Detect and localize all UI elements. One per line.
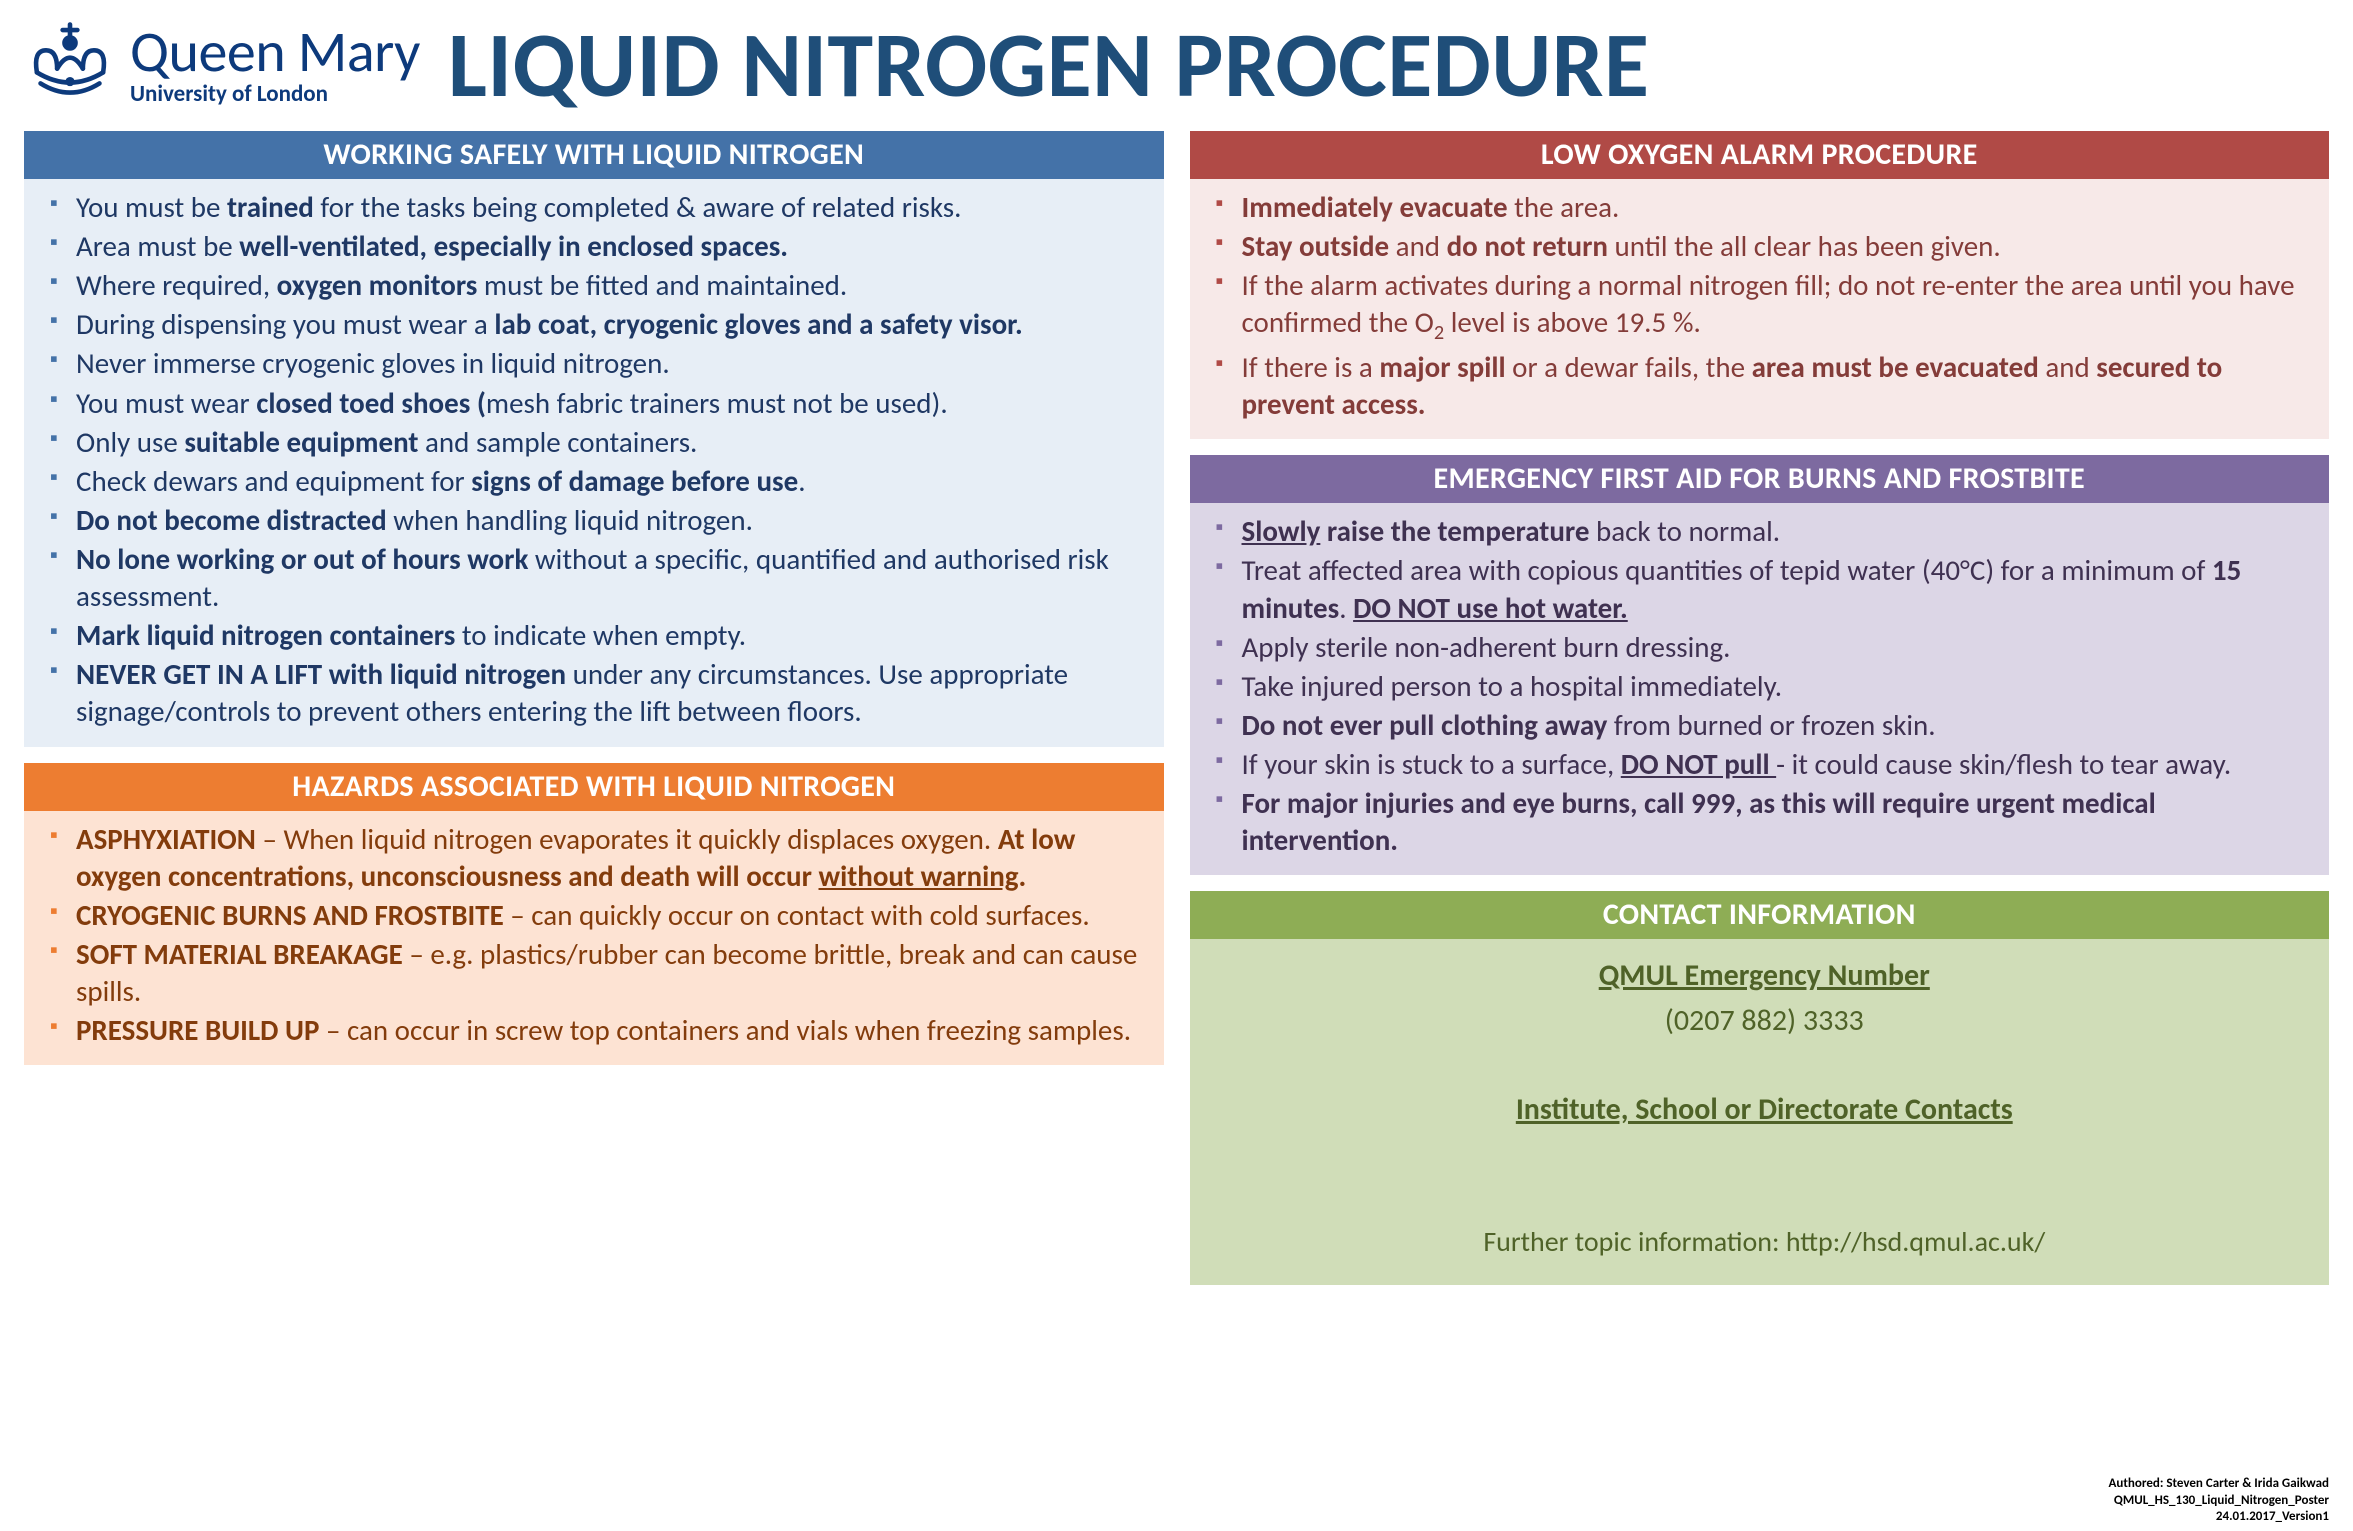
list-item: If the alarm activates during a normal n… bbox=[1214, 267, 2316, 347]
list-item: If there is a major spill or a dewar fai… bbox=[1214, 349, 2316, 423]
list-item: Treat affected area with copious quantit… bbox=[1214, 552, 2316, 626]
list-item: If your skin is stuck to a surface, DO N… bbox=[1214, 746, 2316, 783]
emergency-number: (0207 882) 3333 bbox=[1214, 1002, 2316, 1039]
item-list: Immediately evacuate the area.Stay outsi… bbox=[1214, 189, 2316, 423]
panel-hazards: HAZARDS ASSOCIATED WITH LIQUID NITROGEN … bbox=[24, 763, 1164, 1066]
panel-header: LOW OXYGEN ALARM PROCEDURE bbox=[1190, 131, 2330, 179]
list-item: Stay outside and do not return until the… bbox=[1214, 228, 2316, 265]
panel-body: QMUL Emergency Number (0207 882) 3333 In… bbox=[1190, 939, 2330, 1285]
meta-version: 24.01.2017_Version1 bbox=[2109, 1509, 2329, 1525]
list-item: Area must be well-ventilated, especially… bbox=[48, 228, 1150, 265]
institute-contacts: Institute, School or Directorate Contact… bbox=[1214, 1091, 2316, 1128]
panel-low-oxygen-alarm: LOW OXYGEN ALARM PROCEDURE Immediately e… bbox=[1190, 131, 2330, 439]
list-item: PRESSURE BUILD UP – can occur in screw t… bbox=[48, 1012, 1150, 1049]
document-meta: Authored: Steven Carter & Irida Gaikwad … bbox=[2109, 1476, 2329, 1525]
list-item: You must wear closed toed shoes (mesh fa… bbox=[48, 385, 1150, 422]
item-list: You must be trained for the tasks being … bbox=[48, 189, 1150, 731]
panel-body: Slowly raise the temperature back to nor… bbox=[1190, 503, 2330, 875]
left-column: WORKING SAFELY WITH LIQUID NITROGEN You … bbox=[24, 131, 1164, 1285]
list-item: Immediately evacuate the area. bbox=[1214, 189, 2316, 226]
logo-main-text: Queen Mary bbox=[130, 23, 420, 81]
page-header: Queen Mary University of London LIQUID N… bbox=[24, 8, 2329, 121]
list-item: Apply sterile non-adherent burn dressing… bbox=[1214, 629, 2316, 666]
panel-first-aid: EMERGENCY FIRST AID FOR BURNS AND FROSTB… bbox=[1190, 455, 2330, 875]
panel-contact: CONTACT INFORMATION QMUL Emergency Numbe… bbox=[1190, 891, 2330, 1285]
panel-header: HAZARDS ASSOCIATED WITH LIQUID NITROGEN bbox=[24, 763, 1164, 811]
list-item: CRYOGENIC BURNS AND FROSTBITE – can quic… bbox=[48, 897, 1150, 934]
list-item: Where required, oxygen monitors must be … bbox=[48, 267, 1150, 304]
list-item: Mark liquid nitrogen containers to indic… bbox=[48, 617, 1150, 654]
list-item: No lone working or out of hours work wit… bbox=[48, 541, 1150, 615]
emergency-label: QMUL Emergency Number bbox=[1214, 957, 2316, 994]
list-item: Check dewars and equipment for signs of … bbox=[48, 463, 1150, 500]
panel-body: ASPHYXIATION – When liquid nitrogen evap… bbox=[24, 811, 1164, 1066]
item-list: ASPHYXIATION – When liquid nitrogen evap… bbox=[48, 821, 1150, 1050]
panel-working-safely: WORKING SAFELY WITH LIQUID NITROGEN You … bbox=[24, 131, 1164, 747]
panel-body: Immediately evacuate the area.Stay outsi… bbox=[1190, 179, 2330, 439]
panel-header: WORKING SAFELY WITH LIQUID NITROGEN bbox=[24, 131, 1164, 179]
list-item: You must be trained for the tasks being … bbox=[48, 189, 1150, 226]
page-title: LIQUID NITROGEN PROCEDURE bbox=[448, 8, 1650, 121]
crown-icon bbox=[24, 19, 116, 111]
list-item: Take injured person to a hospital immedi… bbox=[1214, 668, 2316, 705]
item-list: Slowly raise the temperature back to nor… bbox=[1214, 513, 2316, 859]
panel-body: You must be trained for the tasks being … bbox=[24, 179, 1164, 747]
further-info: Further topic information: http://hsd.qm… bbox=[1214, 1224, 2316, 1259]
list-item: Never immerse cryogenic gloves in liquid… bbox=[48, 345, 1150, 382]
meta-docid: QMUL_HS_130_Liquid_Nitrogen_Poster bbox=[2109, 1493, 2329, 1509]
list-item: Do not become distracted when handling l… bbox=[48, 502, 1150, 539]
meta-author: Authored: Steven Carter & Irida Gaikwad bbox=[2109, 1476, 2329, 1492]
list-item: For major injuries and eye burns, call 9… bbox=[1214, 785, 2316, 859]
list-item: Only use suitable equipment and sample c… bbox=[48, 424, 1150, 461]
list-item: Slowly raise the temperature back to nor… bbox=[1214, 513, 2316, 550]
university-logo: Queen Mary University of London bbox=[24, 19, 420, 111]
list-item: Do not ever pull clothing away from burn… bbox=[1214, 707, 2316, 744]
panel-header: CONTACT INFORMATION bbox=[1190, 891, 2330, 939]
content-columns: WORKING SAFELY WITH LIQUID NITROGEN You … bbox=[24, 131, 2329, 1285]
logo-sub-text: University of London bbox=[130, 83, 420, 106]
list-item: ASPHYXIATION – When liquid nitrogen evap… bbox=[48, 821, 1150, 895]
panel-header: EMERGENCY FIRST AID FOR BURNS AND FROSTB… bbox=[1190, 455, 2330, 503]
right-column: LOW OXYGEN ALARM PROCEDURE Immediately e… bbox=[1190, 131, 2330, 1285]
list-item: During dispensing you must wear a lab co… bbox=[48, 306, 1150, 343]
list-item: SOFT MATERIAL BREAKAGE – e.g. plastics/r… bbox=[48, 936, 1150, 1010]
list-item: NEVER GET IN A LIFT with liquid nitrogen… bbox=[48, 656, 1150, 730]
